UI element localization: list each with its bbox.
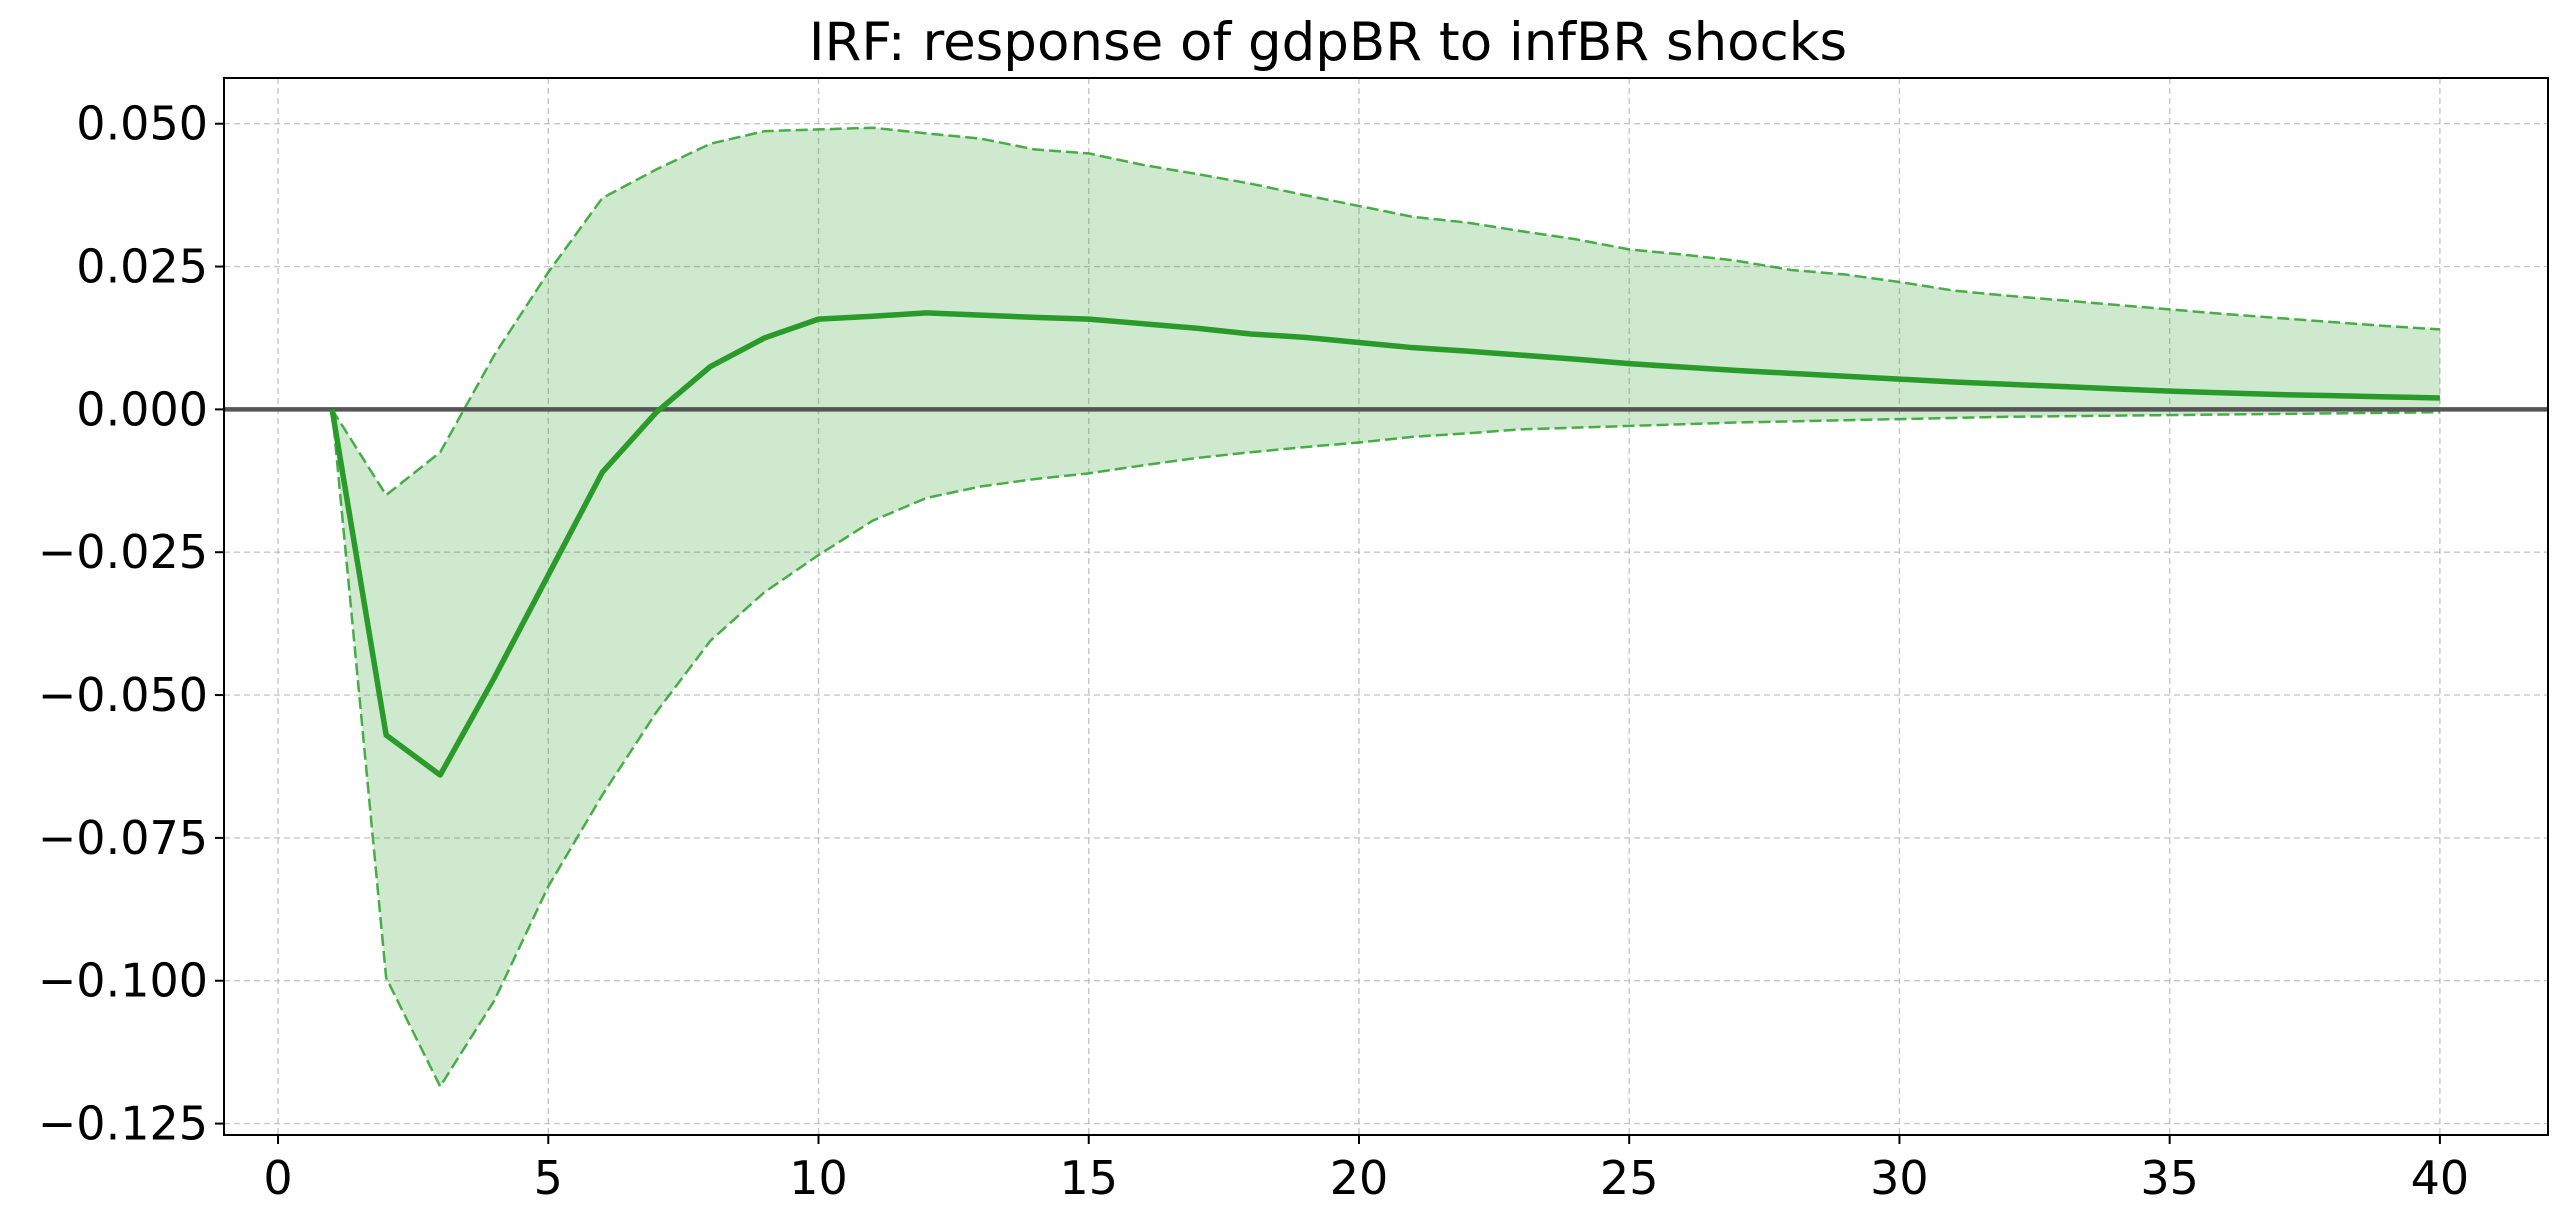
- x-tick-label: 35: [2140, 1151, 2199, 1205]
- y-tick-label: 0.000: [76, 382, 208, 436]
- response-line: [329, 310, 2440, 778]
- x-tick-label: 5: [534, 1151, 563, 1205]
- x-tick-label: 15: [1059, 1151, 1118, 1205]
- x-tick-label: 30: [1870, 1151, 1929, 1205]
- x-tick-label: 10: [789, 1151, 848, 1205]
- y-tick-label: −0.025: [38, 525, 208, 579]
- y-tick-label: 0.050: [76, 97, 208, 151]
- lower-bound-line: [330, 409, 2440, 1089]
- y-axis: 0.050 0.025 0.000 −0.025 −0.050 −0.075 −0.100 −…: [38, 97, 224, 1151]
- y-tick-label: −0.075: [38, 811, 208, 865]
- chart-title: IRF: response of gdpBR to infBR shocks: [809, 12, 1847, 73]
- upper-bound-line: [331, 126, 2440, 497]
- x-tick-label: 40: [2411, 1151, 2470, 1205]
- x-axis: 0 5 10 15 20 25 30 35 40: [263, 1135, 2469, 1205]
- x-tick-label: 0: [263, 1151, 292, 1205]
- x-tick-label: 25: [1600, 1151, 1659, 1205]
- irf-response: [329, 310, 2440, 778]
- confidence-band-area: [332, 127, 2440, 1087]
- x-tick-label: 20: [1330, 1151, 1389, 1205]
- y-tick-label: 0.025: [76, 240, 208, 294]
- y-tick-label: −0.125: [38, 1097, 208, 1151]
- y-tick-label: −0.100: [38, 954, 208, 1008]
- confidence-band: [330, 126, 2440, 1089]
- plot-frame: [223, 77, 2549, 1136]
- y-tick-label: −0.050: [38, 668, 208, 722]
